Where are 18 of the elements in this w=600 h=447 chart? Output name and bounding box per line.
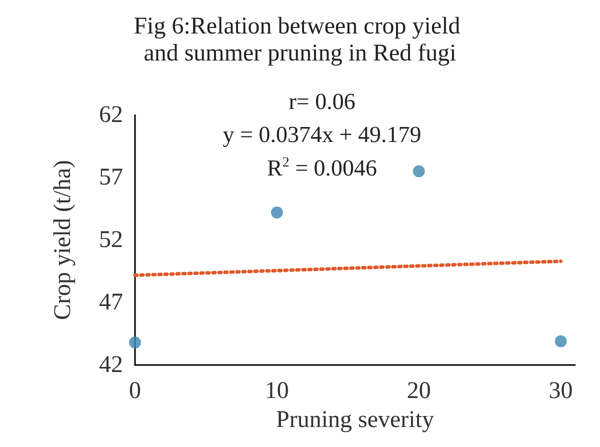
x-tick-label: 0: [129, 378, 141, 404]
y-axis-title: Crop yield (t/ha): [50, 160, 76, 320]
x-tick-label: 20: [406, 378, 431, 404]
y-tick-label: 52: [99, 227, 123, 253]
x-tick-label: 10: [264, 378, 289, 404]
point: [129, 336, 141, 348]
y-tick-label: 62: [99, 102, 123, 128]
y-tick-label: 42: [99, 352, 123, 378]
point: [270, 206, 283, 218]
chart-title: Fig 6:Relation between crop yield and summer pruning in Red fugi: [134, 14, 466, 66]
x-axis-title: Pruning severity: [276, 406, 434, 433]
y-tick-label: 57: [99, 164, 123, 190]
point: [554, 335, 567, 348]
annotation: y = 0.0374x + 49.179: [222, 122, 422, 147]
x-tick-label: 30: [548, 378, 573, 404]
text: r= 0.06: [288, 89, 356, 114]
point: [412, 165, 425, 178]
y-tick-label: 47: [99, 290, 123, 316]
